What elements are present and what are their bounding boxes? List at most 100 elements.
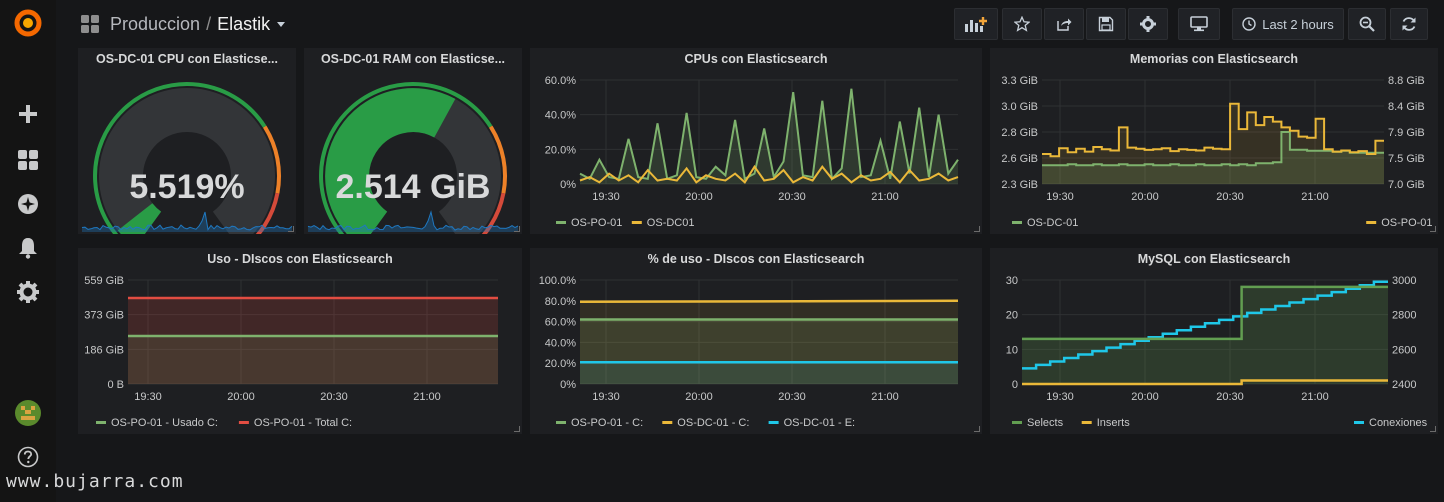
y-tick-label: 0: [1012, 379, 1018, 391]
graph-panel-memorias[interactable]: Memorias con Elasticsearch 3.3 GiB 3.0 Gi…: [990, 48, 1438, 234]
y2-tick-label: 3000: [1392, 275, 1416, 287]
plus-icon[interactable]: [12, 98, 44, 130]
series-line-os-po-01: [1042, 102, 1384, 158]
gauge-threshold-red: [255, 192, 280, 234]
y-tick-label: 20.0%: [545, 358, 576, 370]
x-tick-label: 20:30: [778, 391, 806, 403]
x-tick-label: 21:00: [413, 391, 441, 403]
gauge-track: [99, 88, 275, 234]
user-avatar-icon[interactable]: [12, 397, 44, 429]
legend-swatch: [768, 421, 779, 424]
series-area: [128, 298, 498, 384]
series-area: [580, 319, 958, 384]
panel-resize-handle[interactable]: [974, 226, 980, 232]
x-tick-label: 19:30: [592, 391, 620, 403]
breadcrumb-folder[interactable]: Produccion: [110, 13, 201, 34]
y-tick-label: 0%: [560, 179, 576, 191]
add-panel-icon: [965, 17, 987, 32]
y-tick-label: 20: [1006, 310, 1018, 322]
gauge-threshold-orange: [489, 125, 508, 194]
graph-panel-mysql[interactable]: MySQL con Elasticsearch 30 20 10 0 3000 2800 2…: [990, 248, 1438, 434]
x-tick-label: 21:00: [1301, 191, 1329, 203]
legend-swatch: [1012, 221, 1022, 224]
save-button[interactable]: [1086, 8, 1126, 40]
gauge-panel-cpu[interactable]: OS-DC-01 CPU con Elasticse... 5.519%: [78, 48, 296, 234]
gear-icon[interactable]: [12, 276, 44, 308]
panel-resize-handle[interactable]: [514, 426, 520, 432]
series-area: [580, 362, 958, 384]
add-panel-button[interactable]: [954, 8, 998, 40]
gauge-panel-ram[interactable]: OS-DC-01 RAM con Elasticse... 2.514 GiB: [304, 48, 522, 234]
y2-tick-label: 7.5 GiB: [1388, 153, 1425, 165]
dashboard-title[interactable]: Elastik: [217, 13, 271, 34]
monitor-icon: [1190, 16, 1208, 32]
x-tick-label: 19:30: [592, 191, 620, 203]
panel-resize-handle[interactable]: [514, 226, 520, 232]
x-tick-label: 20:00: [1131, 391, 1159, 403]
legend-swatch: [556, 221, 566, 224]
series-line-selects: [1022, 285, 1388, 341]
legend-label: OS-PO-01: [571, 217, 622, 229]
x-tick-label: 20:00: [685, 391, 713, 403]
y-tick-label: 40.0%: [545, 110, 576, 122]
caret-down-icon[interactable]: [276, 19, 286, 29]
panel-resize-handle[interactable]: [288, 226, 294, 232]
compass-icon[interactable]: [12, 188, 44, 220]
y2-tick-label: 2800: [1392, 310, 1416, 322]
help-icon[interactable]: [12, 441, 44, 473]
refresh-button[interactable]: [1390, 8, 1428, 40]
legend-swatch: [631, 221, 642, 224]
share-button[interactable]: [1044, 8, 1084, 40]
panel-resize-handle[interactable]: [1430, 226, 1436, 232]
series-line-os-dc-01-c: [579, 299, 959, 304]
graph-panel-uso-discos[interactable]: Uso - DIscos con Elasticsearch 559 GiB 37…: [78, 248, 522, 434]
panel-resize-handle[interactable]: [974, 426, 980, 432]
time-range-label: Last 2 hours: [1262, 16, 1334, 32]
y2-tick-label: 8.8 GiB: [1388, 75, 1425, 87]
legend-label: Selects: [1027, 417, 1064, 429]
legend-label: Conexiones: [1369, 417, 1428, 429]
x-tick-label: 20:30: [320, 391, 348, 403]
y2-tick-label: 7.9 GiB: [1388, 127, 1425, 139]
y-tick-label: 373 GiB: [84, 310, 124, 322]
graph-panel-pct-discos[interactable]: % de uso - DIscos con Elasticsearch 100.…: [530, 248, 982, 434]
star-button[interactable]: [1002, 8, 1042, 40]
legend-label: OS-PO-01 - Total C:: [254, 417, 352, 429]
gauge-value-arc: [325, 88, 456, 234]
zoom-out-button[interactable]: [1348, 8, 1386, 40]
cpus-chart: 60.0% 40.0% 20.0% 0% 19:30 20:00 20:30 21:00 OS-…: [545, 75, 959, 229]
x-tick-label: 21:00: [1301, 391, 1329, 403]
dashboards-grid-icon[interactable]: [12, 144, 44, 176]
refresh-icon: [1402, 17, 1416, 31]
view-mode-button[interactable]: [1178, 8, 1220, 40]
panel-resize-handle[interactable]: [1430, 426, 1436, 432]
x-tick-label: 19:30: [1046, 391, 1074, 403]
x-tick-label: 20:00: [1131, 191, 1159, 203]
bell-icon[interactable]: [12, 232, 44, 264]
y-tick-label: 30: [1006, 275, 1018, 287]
uso-discos-chart: 559 GiB 373 GiB 186 GiB 0 B 19:30 20:00 20:30 2…: [84, 275, 498, 429]
settings-button[interactable]: [1128, 8, 1168, 40]
breadcrumb-separator: /: [206, 13, 212, 34]
time-picker-button[interactable]: Last 2 hours: [1232, 8, 1344, 40]
y-tick-label: 0 B: [107, 379, 124, 391]
grafana-logo-icon[interactable]: [12, 7, 44, 39]
y-tick-label: 559 GiB: [84, 275, 124, 287]
x-tick-label: 19:30: [1046, 191, 1074, 203]
dashboards-grid-icon: [81, 15, 99, 33]
y2-tick-label: 8.4 GiB: [1388, 101, 1425, 113]
x-tick-label: 21:00: [871, 191, 899, 203]
clock-icon: [1242, 17, 1256, 31]
series-line-inserts: [1022, 379, 1388, 386]
watermark: www.bujarra.com: [6, 471, 184, 492]
x-tick-label: 20:30: [1216, 391, 1244, 403]
graph-panel-cpus[interactable]: CPUs con Elasticsearch 60.0% 40.0% 20.0% 0%…: [530, 48, 982, 234]
y-tick-label: 40.0%: [545, 337, 576, 349]
series-line-os-po-01: [579, 88, 959, 182]
gauge-sparkline-fill: [82, 212, 292, 232]
legend-label: Inserts: [1097, 417, 1131, 429]
y-tick-label: 2.8 GiB: [1001, 127, 1038, 139]
legend-swatch: [238, 421, 249, 424]
y-tick-label: 0%: [560, 379, 576, 391]
gauge-value: 2.514 GiB: [335, 168, 491, 206]
